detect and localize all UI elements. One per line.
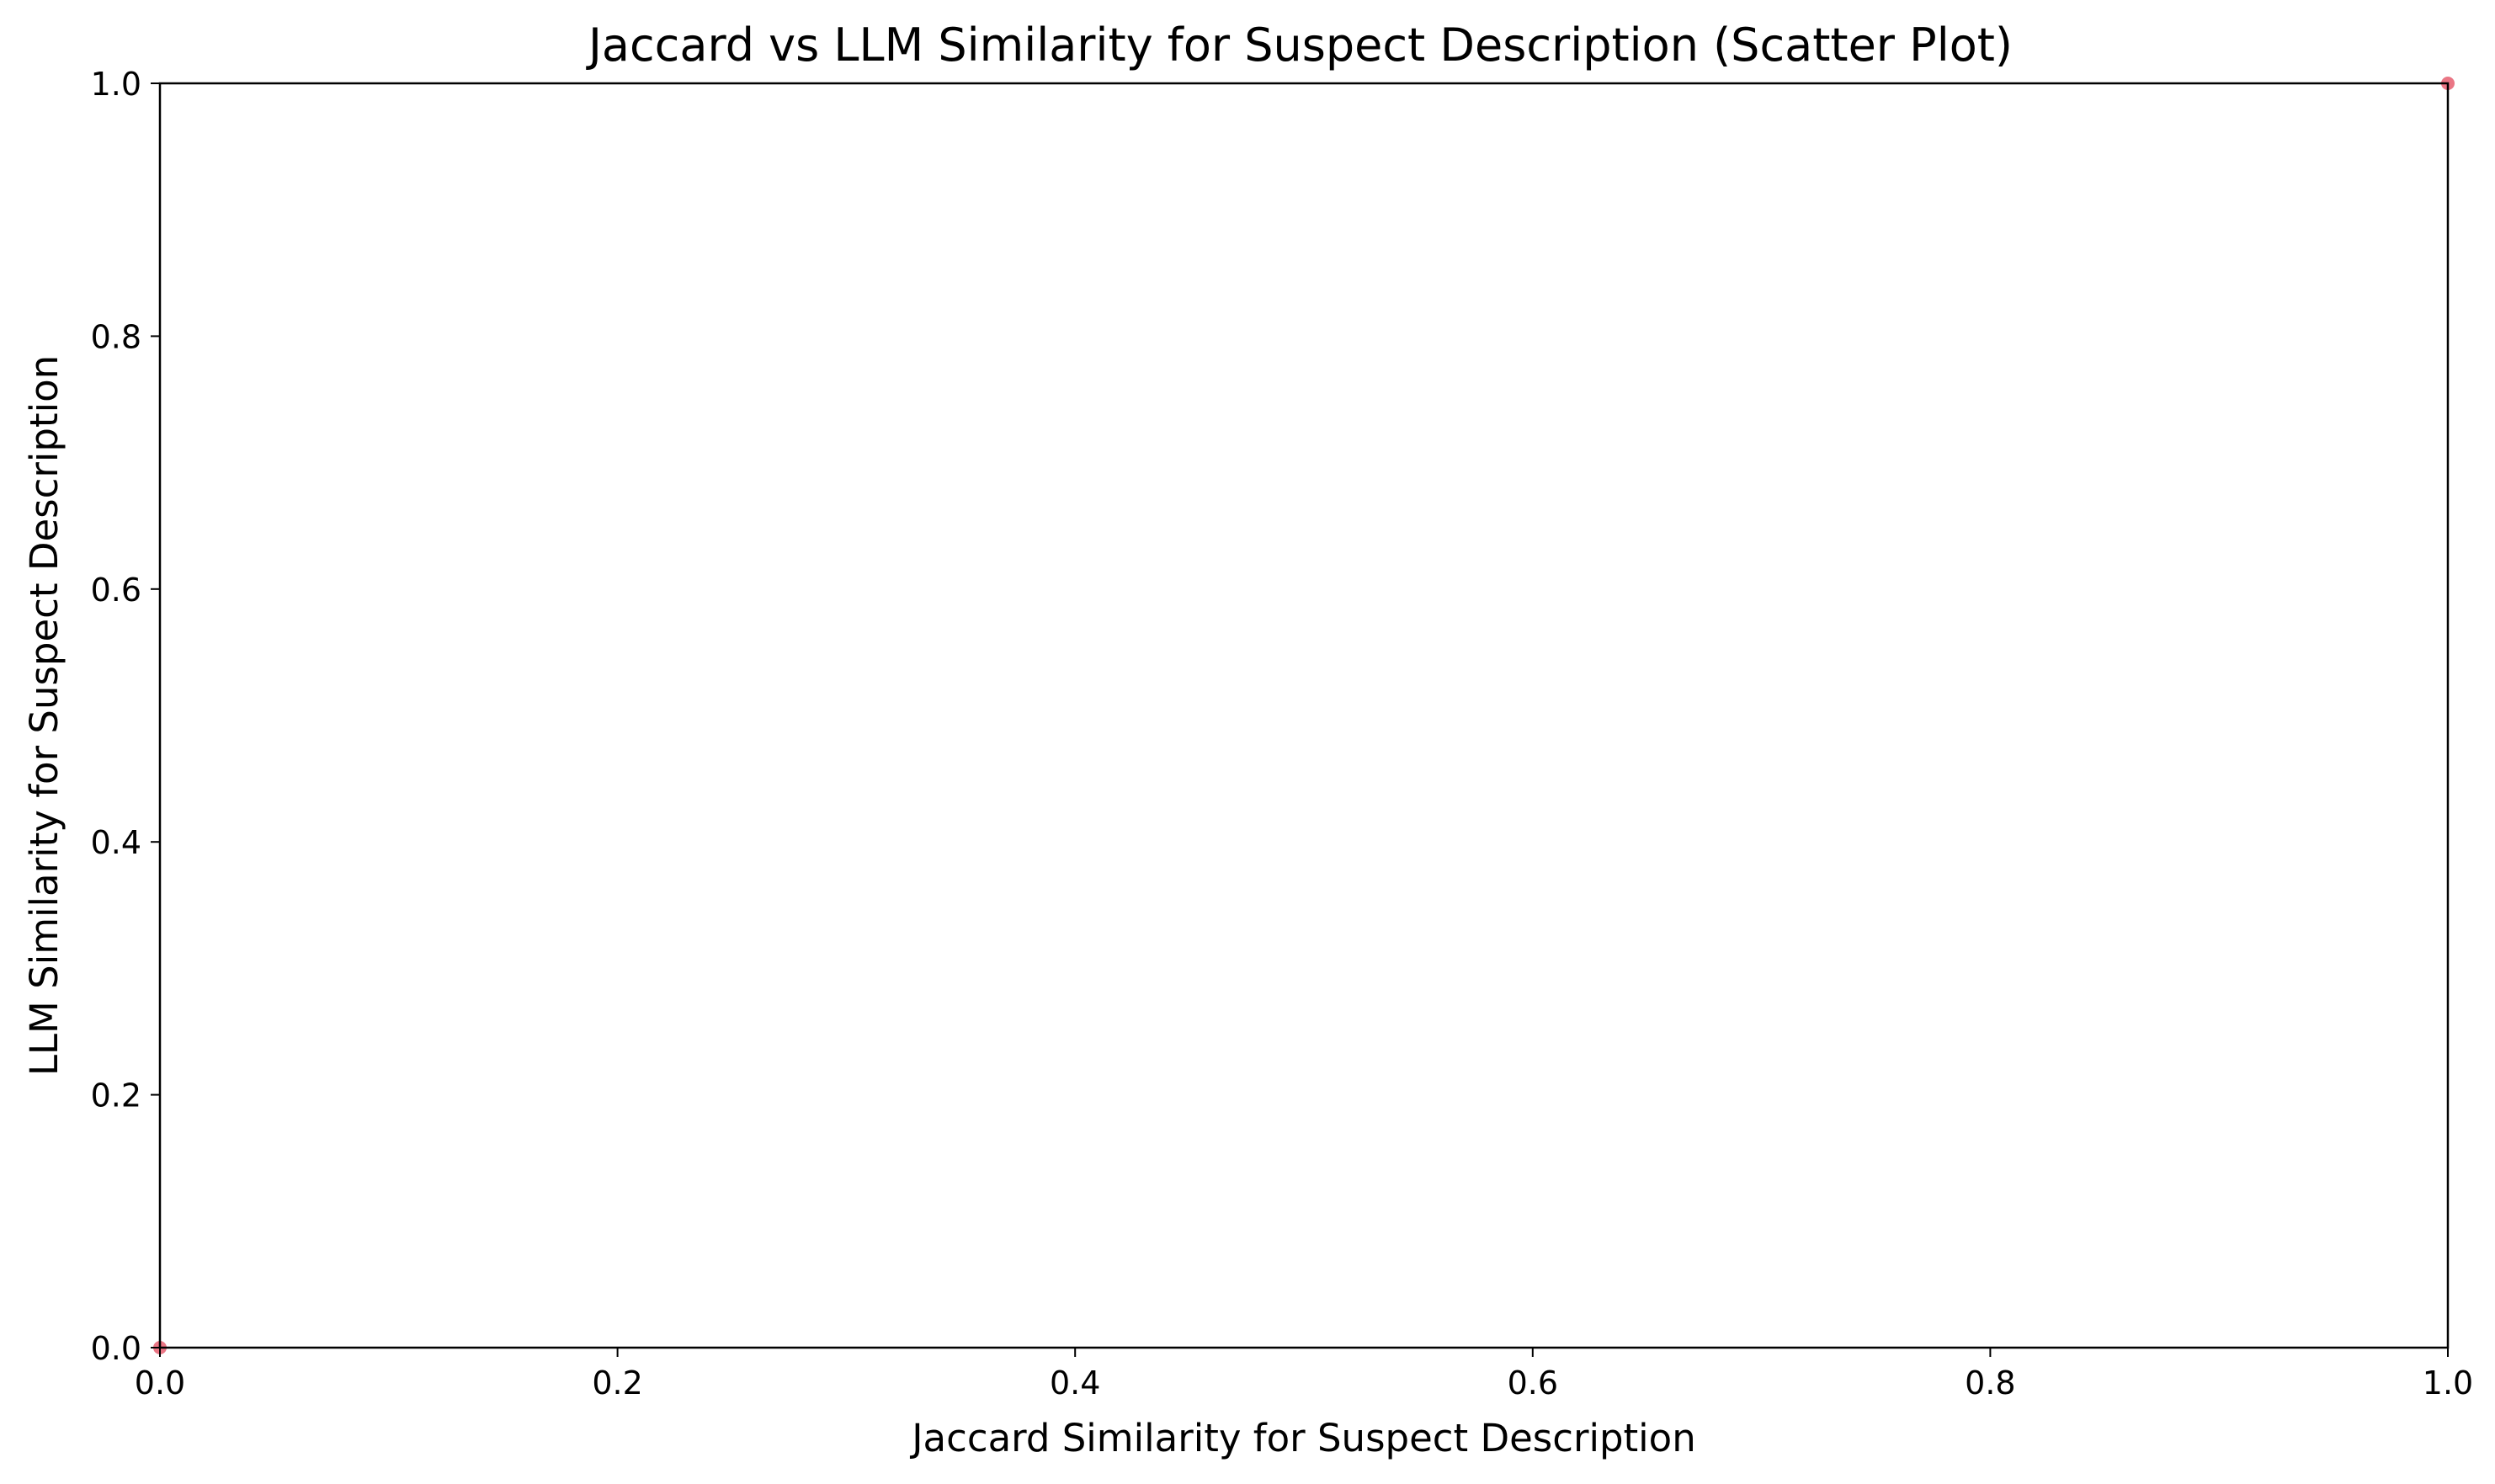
y-tick-label: 0.8: [91, 318, 141, 355]
y-tick-label: 0.2: [91, 1077, 141, 1114]
y-tick-label: 0.6: [91, 572, 141, 609]
scatter-points: [153, 77, 2455, 1354]
y-tick-label: 0.4: [91, 824, 141, 861]
plot-area: 0.0 0.2 0.4 0.6 0.8 1.0 0.0 0.2 0.4 0.6 0.8 1.0: [91, 66, 2474, 1402]
x-tick-label: 1.0: [2423, 1364, 2473, 1402]
x-tick-label: 0.6: [1508, 1364, 1558, 1402]
y-tick-label: 0.0: [91, 1330, 141, 1367]
y-tick-label: 1.0: [91, 66, 141, 103]
x-tick-label: 0.4: [1050, 1364, 1100, 1402]
y-axis-label: LLM Similarity for Suspect Description: [22, 355, 66, 1076]
axes-frame: [158, 82, 2450, 1349]
x-tick-label: 0.0: [135, 1364, 185, 1402]
x-tick-label: 0.2: [592, 1364, 642, 1402]
x-tick-label: 0.8: [1965, 1364, 2015, 1402]
chart-title: Jaccard vs LLM Similarity for Suspect De…: [586, 19, 2013, 72]
axis-ticks: 0.0 0.2 0.4 0.6 0.8 1.0 0.0 0.2 0.4 0.6 0.8 1.0: [91, 66, 2474, 1402]
x-axis-label: Jaccard Similarity for Suspect Descripti…: [909, 1416, 1696, 1460]
